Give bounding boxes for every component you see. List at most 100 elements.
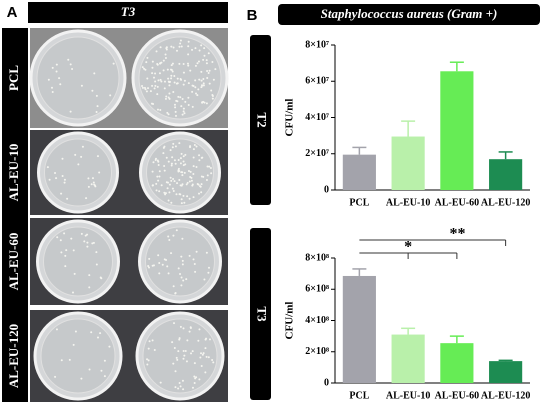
colony bbox=[193, 362, 196, 365]
y-tick-label: 2×10⁷ bbox=[305, 148, 329, 159]
panel-label: B bbox=[247, 7, 258, 24]
colony bbox=[175, 82, 178, 85]
colony bbox=[170, 45, 173, 48]
colony bbox=[188, 197, 191, 200]
colony bbox=[96, 336, 99, 339]
significance-label: * bbox=[404, 239, 412, 256]
colony bbox=[205, 102, 208, 105]
petri-dish-inner bbox=[44, 138, 112, 207]
x-tick-label: AL-EU-120 bbox=[481, 197, 530, 208]
colony bbox=[65, 249, 68, 252]
colony bbox=[156, 108, 159, 111]
colony bbox=[191, 48, 194, 51]
colony bbox=[84, 234, 87, 237]
colony bbox=[86, 245, 89, 248]
colony bbox=[208, 82, 211, 85]
colony bbox=[201, 353, 204, 356]
colony bbox=[191, 90, 194, 93]
colony bbox=[158, 261, 161, 264]
colony bbox=[88, 286, 91, 289]
error-bar bbox=[498, 359, 513, 362]
colony bbox=[61, 157, 64, 160]
colony bbox=[179, 42, 182, 45]
colony bbox=[163, 191, 166, 194]
colony bbox=[159, 46, 162, 49]
colony bbox=[200, 364, 203, 367]
colony bbox=[183, 79, 186, 82]
colony bbox=[203, 278, 206, 281]
colony bbox=[64, 265, 67, 268]
y-tick-label: 4×10⁷ bbox=[305, 112, 329, 123]
colony bbox=[174, 162, 177, 165]
colony bbox=[167, 160, 170, 163]
colony bbox=[211, 94, 214, 97]
colony bbox=[103, 359, 106, 362]
colony bbox=[178, 142, 181, 145]
colony bbox=[90, 183, 93, 186]
colony bbox=[163, 165, 166, 168]
colony bbox=[171, 187, 174, 190]
colony bbox=[179, 193, 182, 196]
colony bbox=[171, 146, 174, 149]
colony bbox=[177, 267, 180, 270]
colony bbox=[194, 86, 197, 89]
colony bbox=[156, 63, 159, 66]
colony bbox=[58, 77, 61, 80]
colony bbox=[86, 241, 89, 244]
colony bbox=[154, 84, 157, 87]
colony bbox=[184, 350, 187, 353]
colony bbox=[59, 239, 62, 242]
error-bar bbox=[401, 327, 416, 335]
colony bbox=[174, 145, 177, 148]
colony bbox=[166, 68, 169, 71]
colony bbox=[88, 368, 91, 371]
colony bbox=[74, 153, 77, 156]
colony bbox=[179, 184, 182, 187]
colony bbox=[148, 257, 151, 260]
colony bbox=[173, 346, 176, 349]
colony bbox=[186, 195, 189, 198]
colony bbox=[182, 164, 185, 167]
colony bbox=[90, 331, 93, 334]
colony bbox=[95, 251, 98, 254]
colony bbox=[171, 341, 174, 344]
colony bbox=[144, 88, 147, 91]
colony bbox=[170, 64, 173, 67]
colony bbox=[195, 250, 198, 253]
colony bbox=[154, 72, 157, 75]
colony bbox=[199, 356, 202, 359]
colony bbox=[200, 86, 203, 89]
colony bbox=[183, 201, 186, 204]
colony bbox=[182, 349, 185, 352]
y-tick-label: 0 bbox=[324, 377, 329, 388]
colony bbox=[91, 177, 94, 180]
x-tick-label: AL-EU-60 bbox=[435, 197, 479, 208]
colony bbox=[178, 45, 181, 48]
colony bbox=[153, 348, 156, 351]
colony bbox=[164, 57, 167, 60]
error-bar bbox=[352, 268, 367, 276]
colony bbox=[198, 154, 201, 157]
colony bbox=[191, 183, 194, 186]
colony bbox=[203, 47, 206, 50]
colony bbox=[194, 79, 197, 82]
colony bbox=[165, 47, 168, 50]
colony bbox=[182, 357, 185, 360]
colony bbox=[197, 339, 200, 342]
colony bbox=[167, 96, 170, 99]
colony bbox=[171, 156, 174, 159]
colony bbox=[170, 77, 173, 80]
colony bbox=[59, 83, 62, 86]
colony bbox=[155, 189, 158, 192]
colony bbox=[141, 85, 144, 88]
colony bbox=[169, 176, 172, 179]
colony bbox=[175, 229, 178, 232]
colony bbox=[176, 77, 179, 80]
colony bbox=[172, 91, 175, 94]
colony bbox=[147, 264, 150, 267]
colony bbox=[184, 153, 187, 156]
colony bbox=[211, 359, 214, 362]
colony bbox=[190, 179, 193, 182]
colony bbox=[152, 264, 155, 267]
